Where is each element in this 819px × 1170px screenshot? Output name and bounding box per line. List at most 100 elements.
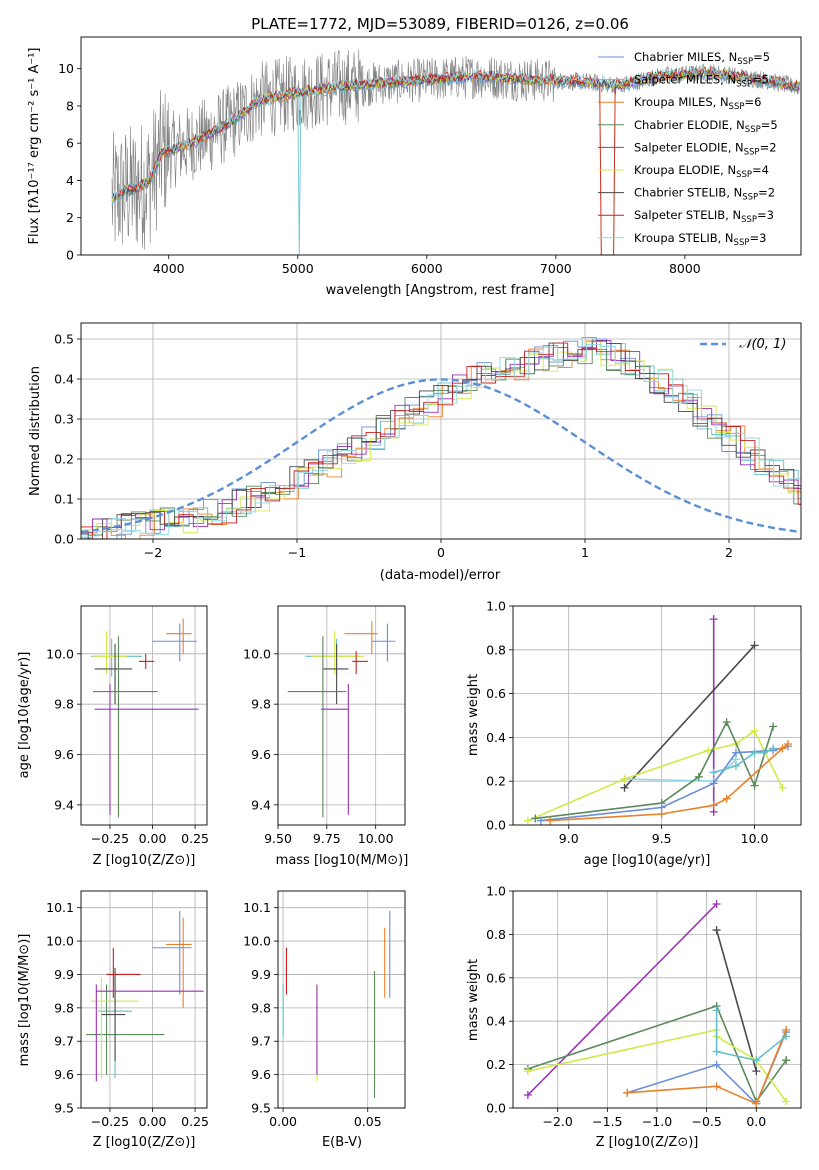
plus-marker xyxy=(731,748,740,757)
x-tick-label: 9.75 xyxy=(313,831,341,846)
mass-weight-line xyxy=(715,1010,787,1062)
y-tick-label: 9.4 xyxy=(251,797,271,812)
legend-label: Kroupa ELODIE, NSSP=4 xyxy=(634,163,769,180)
legend-label: Kroupa MILES, NSSP=6 xyxy=(634,95,761,112)
ebv-x-label: E(B-V) xyxy=(322,1135,362,1150)
residual-histogram xyxy=(81,337,801,540)
x-tick-label: 6000 xyxy=(411,261,443,276)
x-tick-label: 2 xyxy=(725,545,733,560)
residual-histogram xyxy=(81,339,801,533)
plus-marker xyxy=(623,1078,631,1086)
model-spectrum xyxy=(111,66,800,199)
y-tick-label: 0 xyxy=(66,248,74,263)
y-tick-label: 9.8 xyxy=(54,1000,74,1015)
z-x-label: Z [log10(Z/Z⊙)] xyxy=(596,1135,699,1150)
y-tick-label: 0.3 xyxy=(54,412,74,427)
y-tick-label: 9.6 xyxy=(251,747,271,762)
y-tick-label: 9.8 xyxy=(251,697,271,712)
y-tick-label: 0.6 xyxy=(486,970,506,985)
plus-marker xyxy=(546,816,555,825)
residual-histogram xyxy=(82,344,801,537)
spectrum-title: PLATE=1772, MJD=53089, FIBERID=0126, z=0… xyxy=(251,15,629,33)
mass-weight-line xyxy=(623,644,756,789)
plus-marker xyxy=(694,772,703,781)
x-tick-label: −2 xyxy=(144,545,162,560)
x-tick-label: 1 xyxy=(581,545,589,560)
mass-weight-line xyxy=(550,743,789,822)
residual-y-label: Normed distribution xyxy=(28,366,43,496)
y-tick-label: 9.8 xyxy=(54,697,74,712)
y-tick-label: 8 xyxy=(66,98,74,113)
plus-marker xyxy=(657,810,666,819)
x-tick-label: 0 xyxy=(437,545,445,560)
x-tick-label: 0.05 xyxy=(354,1114,382,1129)
residual-histogram xyxy=(82,340,801,540)
y-tick-label: 0.4 xyxy=(54,372,74,387)
plus-marker xyxy=(769,685,777,693)
data-layer xyxy=(80,49,802,1108)
y-tick-label: 9.6 xyxy=(54,1067,74,1082)
mass-weight-age-y-label: mass weight xyxy=(466,674,481,756)
x-tick-label: 5000 xyxy=(282,261,314,276)
plus-marker xyxy=(523,1090,532,1099)
y-tick-label: 10.0 xyxy=(243,934,271,949)
y-tick-label: 6 xyxy=(66,136,74,151)
y-tick-label: 0.4 xyxy=(486,1014,506,1029)
plus-marker xyxy=(523,816,532,825)
normal-reference-legend-label: 𝒩(0, 1) xyxy=(739,337,786,352)
plus-marker xyxy=(782,969,790,977)
plus-marker xyxy=(620,775,629,784)
x-tick-label: 7000 xyxy=(540,261,572,276)
plus-marker xyxy=(722,794,731,803)
y-tick-label: 10 xyxy=(58,61,74,76)
plus-marker xyxy=(782,1056,791,1065)
normal-reference-curve xyxy=(80,378,802,534)
corner-mass-x-label: mass [log10(M/M⊙)] xyxy=(276,853,409,868)
legend-label: Salpeter MILES, NSSP=5 xyxy=(634,73,769,90)
x-tick-label: 9.0 xyxy=(559,831,579,846)
plus-marker xyxy=(750,726,759,735)
x-tick-label: −1.5 xyxy=(592,1114,622,1129)
x-tick-label: −2.0 xyxy=(543,1114,573,1129)
x-tick-label: 0.00 xyxy=(139,831,167,846)
y-tick-label: 9.6 xyxy=(54,747,74,762)
x-tick-label: 0.0 xyxy=(746,1114,766,1129)
plus-marker xyxy=(731,761,740,770)
plus-marker xyxy=(531,814,540,823)
plus-marker xyxy=(782,1032,791,1041)
mass-weight-line xyxy=(527,729,784,822)
y-tick-label: 9.9 xyxy=(54,967,74,982)
y-tick-label: 0.1 xyxy=(54,492,74,507)
y-tick-label: 0.5 xyxy=(54,332,74,347)
x-tick-label: 0.25 xyxy=(181,1114,209,1129)
legend-label: Salpeter STELIB, NSSP=3 xyxy=(634,208,774,225)
plus-marker xyxy=(750,781,759,790)
y-tick-label: 0.4 xyxy=(486,730,506,745)
frame-layer xyxy=(77,36,802,1112)
x-tick-label: 9.5 xyxy=(652,831,672,846)
y-tick-label: 0.0 xyxy=(54,532,74,547)
x-tick-label: 9.50 xyxy=(264,831,292,846)
model-spectrum xyxy=(111,65,800,201)
y-tick-label: 10.0 xyxy=(46,934,74,949)
plus-marker xyxy=(778,744,787,753)
plus-marker xyxy=(778,783,787,792)
y-tick-label: 0.8 xyxy=(486,642,506,657)
y-tick-label: 9.6 xyxy=(251,1067,271,1082)
plus-marker xyxy=(769,722,778,731)
residual-histogram xyxy=(81,338,801,540)
spectrum-y-label: Flux [fλ10⁻¹⁷ erg cm⁻² s⁻¹ A⁻¹] xyxy=(27,48,42,245)
plus-marker xyxy=(712,1047,721,1056)
x-tick-label: 4000 xyxy=(153,261,185,276)
plus-marker xyxy=(769,744,778,753)
legend-label: Chabrier MILES, NSSP=5 xyxy=(634,50,770,67)
plus-marker xyxy=(752,1067,761,1076)
y-tick-label: 10.1 xyxy=(243,900,271,915)
corner-mass-y-label: mass [log10(M/M⊙)] xyxy=(17,934,32,1067)
y-tick-label: 0.8 xyxy=(486,927,506,942)
axes-frame xyxy=(80,890,208,1109)
plus-marker xyxy=(783,739,792,748)
y-tick-label: 0.6 xyxy=(486,686,506,701)
y-tick-label: 0.0 xyxy=(486,1101,506,1116)
